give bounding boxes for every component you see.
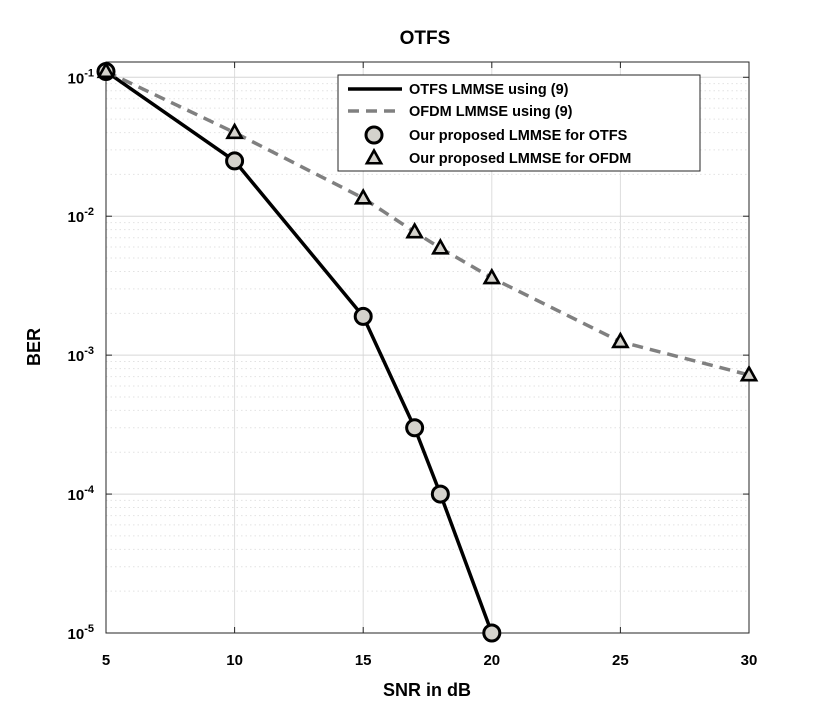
legend-swatch-2 — [364, 125, 384, 145]
circle-point — [482, 623, 502, 643]
triangle-point — [482, 267, 502, 285]
y-tick-label: 10-2 — [68, 206, 94, 226]
circle-point — [430, 484, 450, 504]
triangle-point — [225, 122, 244, 140]
x-tick-label: 30 — [741, 652, 758, 669]
circle-point — [353, 306, 373, 326]
legend-box — [337, 74, 701, 172]
axis-ticks: 5 10 15 20 25 30 10-1 10-2 10-3 10-4 10-5 — [68, 62, 758, 669]
legend-label-2: Our proposed LMMSE for OTFS — [409, 128, 628, 144]
x-tick-label: 15 — [355, 652, 372, 669]
y-tick-label: 10-3 — [68, 345, 94, 365]
legend-label-3: Our proposed LMMSE for OFDM — [409, 151, 631, 167]
triangle-point — [611, 331, 630, 349]
legend: OTFS LMMSE using (9) OFDM LMMSE using (9)… — [337, 74, 701, 172]
y-tick-label: 10-5 — [68, 623, 94, 643]
x-tick-label: 20 — [483, 652, 500, 669]
triangle-point — [739, 364, 759, 382]
y-tick-label: 10-4 — [68, 484, 95, 504]
series-line-1 — [105, 69, 750, 377]
triangle-point — [405, 221, 424, 239]
circle-point — [405, 418, 425, 438]
triangle-point — [431, 237, 450, 255]
x-axis-label: SNR in dB — [383, 680, 471, 700]
series-layer — [96, 61, 759, 643]
x-tick-label: 5 — [102, 652, 110, 669]
legend-label-0: OTFS LMMSE using (9) — [409, 82, 569, 98]
x-tick-label: 25 — [612, 652, 629, 669]
series-line-0 — [105, 70, 494, 634]
circle-point — [225, 151, 245, 171]
legend-label-1: OFDM LMMSE using (9) — [409, 104, 573, 120]
plot-frame — [105, 61, 750, 634]
legend-swatch-3 — [364, 147, 384, 165]
y-axis-label: BER — [24, 328, 44, 366]
x-tick-label: 10 — [226, 652, 243, 669]
chart-title: OTFS — [400, 28, 451, 49]
triangle-point — [353, 187, 373, 205]
y-tick-label: 10-1 — [68, 67, 94, 87]
triangle-point — [96, 61, 116, 79]
